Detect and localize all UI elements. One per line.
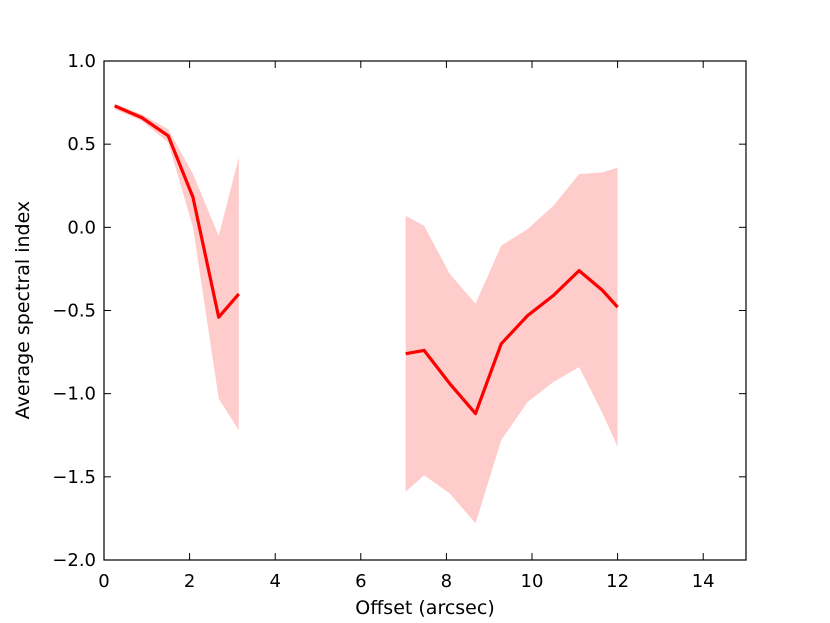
y-axis-label: Average spectral index (12, 201, 34, 419)
y-tick-label: 1.0 (67, 51, 96, 72)
y-tick-label: −1.0 (52, 384, 96, 405)
y-tick-label: −1.5 (52, 467, 96, 488)
axis-tick-labels: 0 2 4 6 8 10 12 14 1.0 0.5 0.0 −0.5 −1.0 −1.5 −2.0 (52, 51, 714, 592)
axis-ticks (103, 60, 746, 561)
series-line-segment-2 (405, 269, 619, 416)
uncertainty-band-2 (405, 167, 618, 524)
series-lines (114, 104, 619, 416)
x-axis-label: Offset (arcsec) (355, 597, 494, 619)
y-tick-label: 0.0 (67, 217, 96, 238)
uncertainty-bands (114, 104, 618, 524)
x-tick-label: 4 (269, 571, 280, 592)
x-tick-label: 8 (441, 571, 452, 592)
x-tick-label: 12 (606, 571, 629, 592)
x-tick-label: 6 (355, 571, 366, 592)
x-tick-label: 14 (692, 571, 715, 592)
x-tick-label: 10 (521, 571, 544, 592)
uncertainty-band-1 (114, 104, 239, 431)
y-tick-label: 0.5 (67, 134, 96, 155)
y-tick-label: −2.0 (52, 550, 96, 571)
x-tick-label: 0 (98, 571, 109, 592)
series-line-segment-1 (114, 104, 241, 319)
y-tick-label: −0.5 (52, 301, 96, 322)
x-tick-label: 2 (184, 571, 195, 592)
